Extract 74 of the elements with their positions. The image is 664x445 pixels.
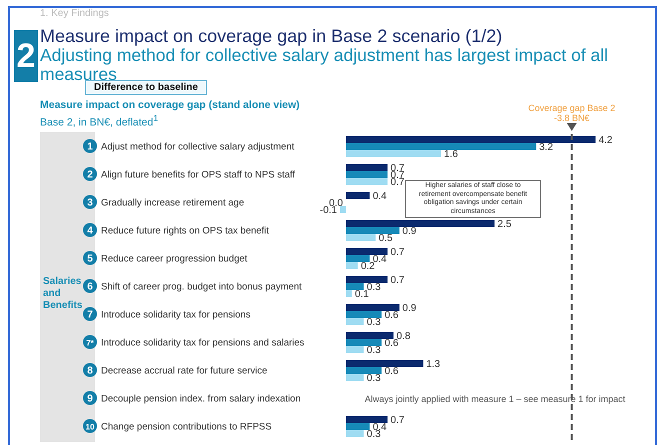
data-label: 1.6	[444, 149, 458, 160]
y-tick-label: 9 Decouple pension index. from salary indexation	[87, 394, 301, 404]
data-label: -0.1	[320, 205, 338, 216]
bar	[346, 136, 596, 143]
bar	[346, 283, 364, 290]
text: 1. Key Findings	[40, 8, 109, 19]
bar	[340, 206, 346, 213]
data-label: 0.5	[378, 233, 393, 244]
chart-title: Measure impact on coverage gap in Base 2 scenario (1/2)	[40, 26, 502, 47]
data-label: 4.2	[598, 135, 613, 146]
data-label: 0.1	[354, 289, 370, 300]
data-label: 0.6	[384, 338, 399, 349]
data-label: 0.4	[372, 254, 388, 265]
data-label: 0.4	[372, 191, 388, 202]
bar	[346, 339, 382, 346]
bar	[346, 262, 358, 269]
text: 2	[14, 30, 38, 82]
y-tick-label: 7 Introduce solidarity tax for pensions	[87, 310, 251, 320]
y-tick-label: 8 Decrease accrual rate for future service	[87, 366, 268, 376]
y-tick-label: 10 Change pension contributions to RFPSS	[86, 422, 272, 432]
bar	[346, 171, 388, 178]
bar	[346, 220, 495, 227]
data-label: 2.5	[498, 219, 512, 230]
bar	[346, 290, 352, 297]
data-label: 0.6	[384, 366, 399, 377]
bar	[346, 311, 382, 318]
bar	[346, 192, 370, 199]
bar	[346, 430, 364, 437]
bar	[346, 374, 364, 381]
bar	[346, 346, 364, 353]
ref-line-label: Coverage gap Base 2 -3.8 BN€	[528, 103, 616, 123]
bar	[346, 367, 382, 374]
data-label: 0.2	[360, 261, 376, 272]
data-label: 0.6	[384, 310, 399, 321]
bar	[346, 423, 370, 430]
annotation: Always jointly applied with measure 1 – see measure 1 for impact	[364, 393, 626, 406]
bar	[346, 332, 394, 339]
data-label: 0.7	[390, 247, 405, 258]
data-label: 0.9	[402, 303, 417, 314]
bar	[346, 143, 536, 150]
data-label: 1.3	[426, 359, 441, 370]
data-label: 0.7	[390, 415, 405, 426]
bar	[346, 178, 388, 185]
text: Measure impact on coverage gap (stand alone view)	[40, 99, 300, 111]
data-label: 3.2	[539, 142, 554, 153]
data-label: 0.3	[366, 282, 382, 293]
data-label: 0.8	[396, 331, 411, 342]
text: Base 2, in BN€, deflated$^{1}$	[40, 113, 158, 128]
y-tick-label: 1 Adjust method for collective salary adjustment	[87, 142, 295, 152]
data-label: 0.7	[390, 275, 405, 286]
bar	[346, 234, 376, 241]
y-tick-label: 5 Reduce career progression budget	[87, 254, 248, 264]
y-tick-label: 7* Introduce solidarity tax for pensions and salaries	[86, 338, 305, 348]
y-tick-label: 4 Reduce future rights on OPS tax benefit	[87, 226, 270, 236]
text: Salaries and Benefits	[43, 276, 82, 311]
data-label: 0.3	[366, 373, 382, 384]
text: Difference to baseline	[85, 80, 207, 95]
bar	[346, 255, 370, 262]
bar	[346, 248, 388, 255]
bar	[346, 227, 400, 234]
bar	[346, 304, 400, 311]
y-tick-label: 6 Shift of career prog. budget into bonus payment	[87, 282, 302, 292]
y-tick-label: 3 Gradually increase retirement age	[87, 198, 244, 208]
data-label: 0.3	[366, 345, 382, 356]
bar	[346, 360, 424, 367]
bar	[346, 164, 388, 171]
bar	[346, 416, 388, 423]
bar	[346, 150, 442, 157]
data-label: 0.7	[390, 177, 405, 188]
data-label: 0.3	[366, 317, 382, 328]
bar	[346, 318, 364, 325]
bar	[346, 276, 388, 283]
y-tick-label: 2 Align future benefits for OPS staff to NPS staff	[87, 170, 296, 180]
data-label: 0.9	[402, 226, 417, 237]
